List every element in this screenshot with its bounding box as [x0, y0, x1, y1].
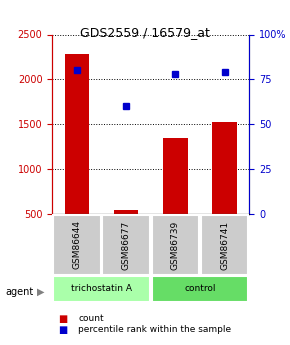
Text: percentile rank within the sample: percentile rank within the sample [78, 325, 231, 334]
Bar [213, 121, 237, 259]
Text: GSM86741: GSM86741 [220, 220, 229, 269]
Text: ■: ■ [58, 325, 67, 335]
FancyBboxPatch shape [152, 276, 249, 302]
FancyBboxPatch shape [102, 215, 150, 275]
FancyBboxPatch shape [53, 215, 101, 275]
Text: GSM86677: GSM86677 [122, 220, 131, 269]
Text: count: count [78, 314, 104, 323]
FancyBboxPatch shape [201, 215, 249, 275]
Bar [114, 210, 139, 259]
Bar [163, 138, 188, 259]
Text: control: control [184, 284, 216, 294]
Text: agent: agent [6, 287, 34, 296]
FancyBboxPatch shape [152, 215, 199, 275]
Text: GSM86739: GSM86739 [171, 220, 180, 269]
Text: ■: ■ [58, 314, 67, 324]
Text: ▶: ▶ [37, 287, 45, 296]
FancyBboxPatch shape [53, 276, 150, 302]
Text: trichostatin A: trichostatin A [71, 284, 132, 294]
Text: GDS2559 / 16579_at: GDS2559 / 16579_at [80, 26, 210, 39]
Bar [64, 54, 89, 259]
Text: GSM86644: GSM86644 [72, 220, 81, 269]
